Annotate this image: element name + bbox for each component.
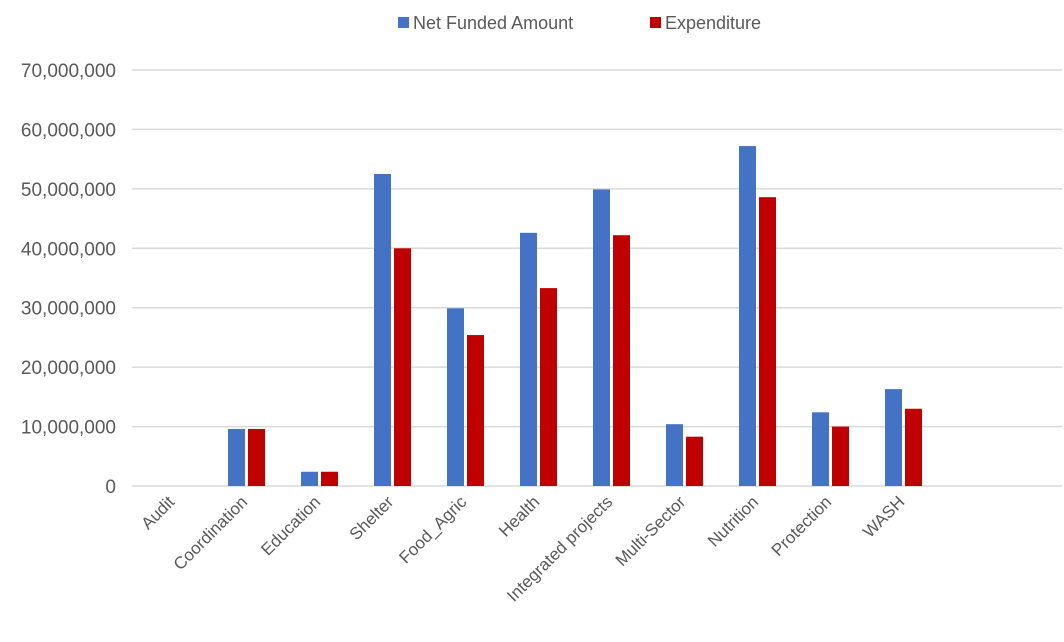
bar-net-funded-amount-protection: [812, 412, 829, 486]
x-category-label: Shelter: [346, 492, 398, 544]
bar-net-funded-amount-health: [520, 232, 537, 486]
bar-net-funded-amount-education: [301, 471, 318, 486]
y-tick-label: 10,000,000: [21, 418, 116, 439]
bar-net-funded-amount-wash: [885, 389, 902, 486]
y-tick-label: 50,000,000: [21, 180, 116, 201]
legend-swatch-1: [398, 17, 409, 28]
bar-expenditure-education: [321, 471, 338, 486]
bar-expenditure-protection: [832, 426, 849, 486]
x-category-label: Multi-Sector: [612, 492, 690, 570]
y-tick-label: 30,000,000: [21, 299, 116, 320]
bar-expenditure-integrated-projects: [613, 235, 630, 486]
x-category-label: Audit: [137, 492, 178, 533]
x-category-label: Education: [257, 492, 324, 559]
x-category-label: Food_Agric: [395, 492, 470, 567]
bar-net-funded-amount-multi-sector: [666, 424, 683, 486]
bar-expenditure-food-agric: [467, 335, 484, 486]
bar-expenditure-wash: [905, 408, 922, 486]
y-tick-label: 20,000,000: [21, 358, 116, 379]
legend-swatch-2: [650, 17, 661, 28]
bar-net-funded-amount-integrated-projects: [593, 189, 610, 487]
bar-expenditure-health: [540, 288, 557, 486]
x-category-label: WASH: [859, 492, 908, 541]
bar-expenditure-shelter: [394, 248, 411, 486]
y-tick-label: 60,000,000: [21, 120, 116, 141]
x-category-label: Nutrition: [704, 492, 762, 550]
bar-net-funded-amount-nutrition: [739, 146, 756, 486]
y-tick-label: 40,000,000: [21, 239, 116, 260]
y-tick-label: 0: [105, 477, 116, 498]
x-category-label: Health: [495, 492, 543, 540]
legend-label-1: Net Funded Amount: [413, 13, 573, 33]
bar-expenditure-nutrition: [759, 197, 776, 487]
bar-net-funded-amount-shelter: [374, 174, 391, 486]
legend-label-2: Expenditure: [665, 13, 761, 33]
bar-expenditure-coordination: [248, 428, 265, 486]
bar-expenditure-multi-sector: [686, 436, 703, 486]
x-category-label: Coordination: [170, 492, 252, 574]
y-tick-label: 70,000,000: [21, 61, 116, 82]
bar-net-funded-amount-coordination: [228, 428, 245, 486]
bar-net-funded-amount-food-agric: [447, 308, 464, 486]
x-category-label: Protection: [768, 492, 836, 560]
